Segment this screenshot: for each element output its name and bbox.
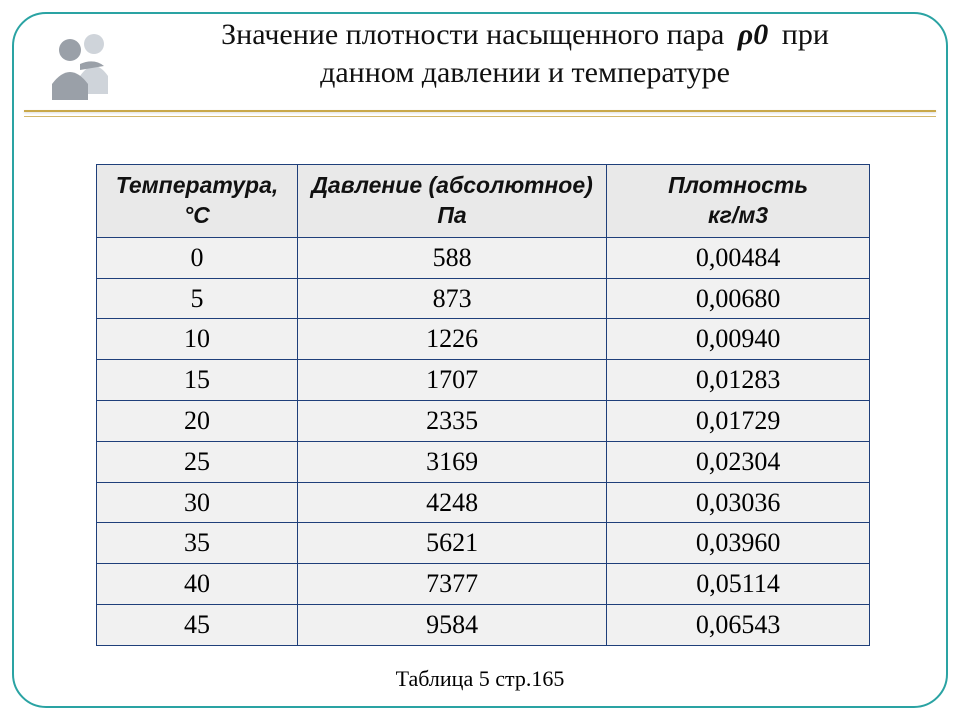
cell-dens: 0,02304 [607, 441, 870, 482]
table-row: 15 1707 0,01283 [97, 360, 870, 401]
cell-temp: 40 [97, 564, 298, 605]
density-table-wrap: Температура, °С Давление (абсолютное) Па… [96, 164, 870, 646]
col-header-temperature-l2: °С [184, 202, 210, 228]
cell-dens: 0,00940 [607, 319, 870, 360]
cell-dens: 0,00680 [607, 278, 870, 319]
cell-temp: 25 [97, 441, 298, 482]
col-header-density-l1: Плотность [668, 172, 808, 198]
cell-dens: 0,03960 [607, 523, 870, 564]
cell-temp: 30 [97, 482, 298, 523]
title-suffix: при [782, 18, 829, 51]
col-header-temperature: Температура, °С [97, 165, 298, 238]
cell-press: 5621 [297, 523, 606, 564]
cell-temp: 45 [97, 604, 298, 645]
cell-dens: 0,05114 [607, 564, 870, 605]
table-header-row: Температура, °С Давление (абсолютное) Па… [97, 165, 870, 238]
table-caption: Таблица 5 стр.165 [0, 666, 960, 692]
title-symbol: ρ0 [732, 18, 774, 51]
cell-temp: 0 [97, 237, 298, 278]
title-prefix: Значение плотности насыщенного пара [221, 18, 724, 51]
col-header-pressure-l2: Па [437, 202, 466, 228]
table-row: 45 9584 0,06543 [97, 604, 870, 645]
cell-temp: 35 [97, 523, 298, 564]
cell-dens: 0,00484 [607, 237, 870, 278]
table-row: 25 3169 0,02304 [97, 441, 870, 482]
cell-dens: 0,01729 [607, 400, 870, 441]
cell-temp: 20 [97, 400, 298, 441]
table-row: 35 5621 0,03960 [97, 523, 870, 564]
slide-title: Значение плотности насыщенного пара ρ0 п… [130, 16, 920, 91]
cell-press: 1707 [297, 360, 606, 401]
cell-press: 873 [297, 278, 606, 319]
cell-press: 4248 [297, 482, 606, 523]
cell-temp: 5 [97, 278, 298, 319]
cell-dens: 0,01283 [607, 360, 870, 401]
cell-dens: 0,06543 [607, 604, 870, 645]
people-silhouette-icon [40, 26, 126, 102]
density-table: Температура, °С Давление (абсолютное) Па… [96, 164, 870, 646]
cell-press: 9584 [297, 604, 606, 645]
table-row: 20 2335 0,01729 [97, 400, 870, 441]
table-row: 40 7377 0,05114 [97, 564, 870, 605]
col-header-density: Плотность кг/м3 [607, 165, 870, 238]
table-row: 30 4248 0,03036 [97, 482, 870, 523]
cell-temp: 10 [97, 319, 298, 360]
title-line-1: Значение плотности насыщенного пара ρ0 п… [130, 16, 920, 54]
cell-dens: 0,03036 [607, 482, 870, 523]
cell-press: 1226 [297, 319, 606, 360]
title-line-2: данном давлении и температуре [130, 54, 920, 92]
col-header-temperature-l1: Температура, [116, 172, 279, 198]
table-row: 0 588 0,00484 [97, 237, 870, 278]
table-row: 5 873 0,00680 [97, 278, 870, 319]
col-header-pressure-l1: Давление (абсолютное) [311, 172, 592, 198]
cell-press: 7377 [297, 564, 606, 605]
table-body: 0 588 0,00484 5 873 0,00680 10 1226 0,00… [97, 237, 870, 645]
col-header-density-l2: кг/м3 [708, 202, 768, 228]
table-row: 10 1226 0,00940 [97, 319, 870, 360]
cell-temp: 15 [97, 360, 298, 401]
slide: Значение плотности насыщенного пара ρ0 п… [0, 0, 960, 720]
title-underline [24, 110, 936, 117]
col-header-pressure: Давление (абсолютное) Па [297, 165, 606, 238]
cell-press: 2335 [297, 400, 606, 441]
cell-press: 588 [297, 237, 606, 278]
cell-press: 3169 [297, 441, 606, 482]
